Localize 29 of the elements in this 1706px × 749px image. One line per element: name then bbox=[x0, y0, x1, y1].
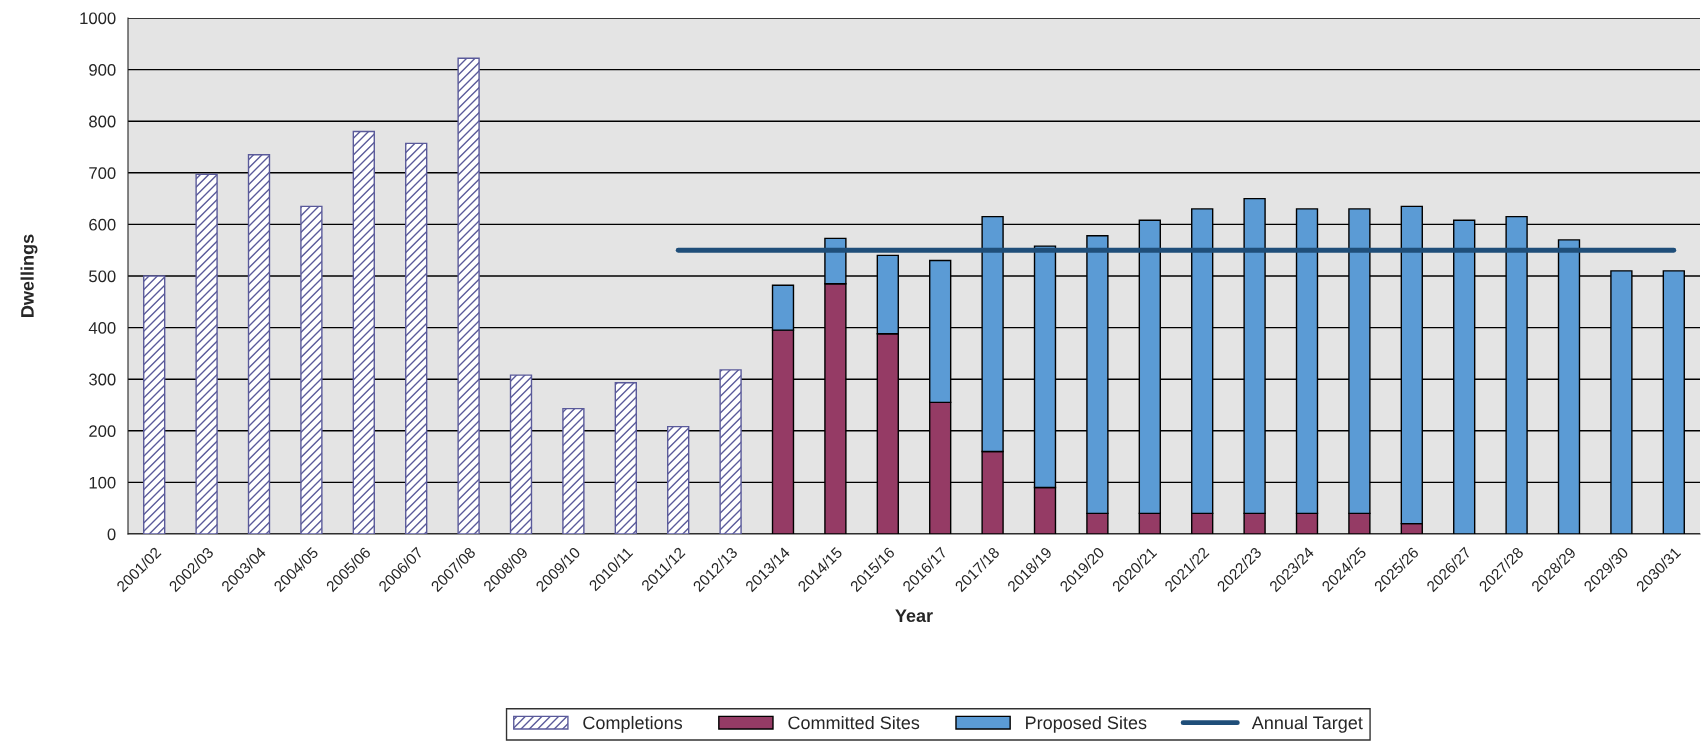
y-tick-label: 200 bbox=[89, 425, 116, 437]
bar bbox=[300, 205, 323, 534]
bar bbox=[143, 275, 166, 534]
y-tick-label: 700 bbox=[89, 167, 116, 179]
y-axis-title: Dwellings bbox=[20, 234, 38, 317]
legend-label: Proposed Sites bbox=[1026, 715, 1147, 733]
y-tick-label: 1000 bbox=[80, 12, 116, 25]
bar bbox=[247, 154, 271, 534]
bar bbox=[457, 57, 480, 534]
y-tick-label: 600 bbox=[89, 218, 116, 231]
y-tick-label: 300 bbox=[89, 373, 116, 386]
y-tick-label: 100 bbox=[89, 476, 116, 489]
bar bbox=[509, 374, 533, 534]
bar bbox=[667, 425, 690, 534]
bar bbox=[195, 173, 218, 534]
legend-label: Completions bbox=[583, 715, 683, 733]
y-tick-label: 500 bbox=[89, 270, 116, 283]
legend-label: Committed Sites bbox=[788, 715, 920, 730]
y-tick-label: 800 bbox=[89, 115, 116, 128]
y-tick-label: 0 bbox=[107, 528, 116, 541]
bar bbox=[352, 130, 375, 534]
bar bbox=[719, 369, 742, 534]
y-tick-label: 400 bbox=[88, 322, 116, 334]
bar bbox=[405, 142, 428, 534]
x-axis-title: Year bbox=[895, 609, 933, 623]
bar bbox=[562, 407, 585, 534]
y-tick-label: 900 bbox=[89, 64, 116, 76]
legend-label: Annual Target bbox=[1251, 715, 1363, 733]
bar bbox=[614, 382, 637, 534]
